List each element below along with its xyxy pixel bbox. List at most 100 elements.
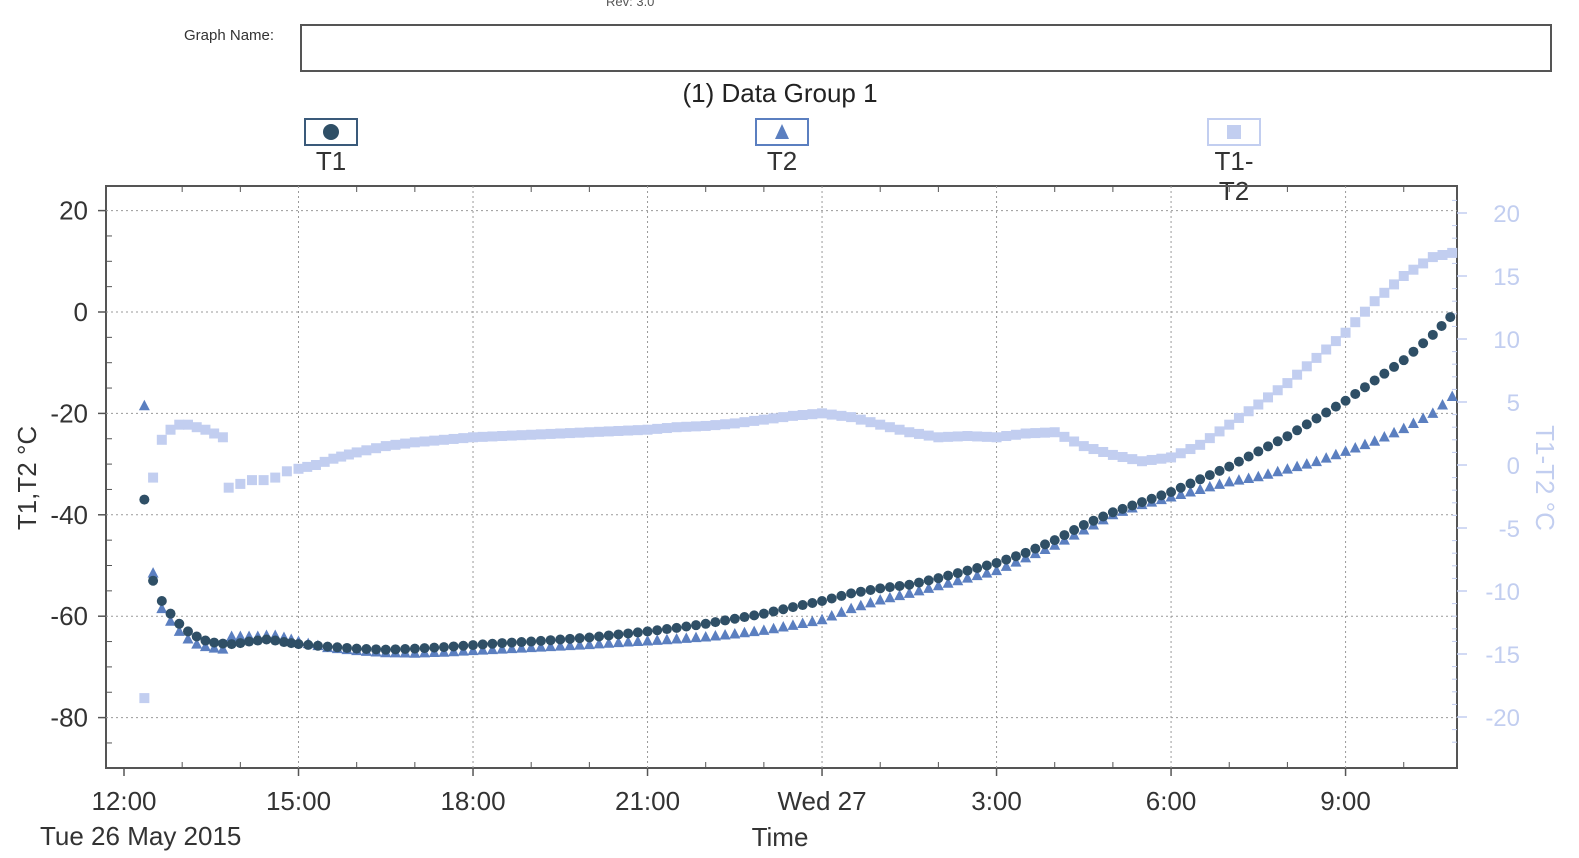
data-point-t1-t2 bbox=[758, 414, 769, 425]
data-point-t2 bbox=[651, 634, 663, 645]
data-point-t2 bbox=[182, 633, 194, 644]
data-point-t2 bbox=[642, 635, 654, 646]
legend-item-t1[interactable]: T1 bbox=[301, 118, 361, 176]
data-point-t1 bbox=[1049, 535, 1060, 546]
data-point-t1 bbox=[904, 579, 915, 590]
data-point-t1 bbox=[1030, 543, 1041, 554]
data-point-t1 bbox=[681, 621, 692, 632]
data-point-t1 bbox=[419, 643, 430, 654]
data-point-t1-t2 bbox=[281, 466, 292, 477]
data-point-t1 bbox=[1282, 431, 1293, 442]
data-point-t1 bbox=[1185, 478, 1196, 489]
data-point-t2 bbox=[894, 589, 906, 601]
data-point-t1-t2 bbox=[865, 417, 876, 428]
data-point-t1-t2 bbox=[923, 430, 934, 441]
data-point-t1-t2 bbox=[691, 421, 702, 432]
data-point-t1-t2 bbox=[826, 409, 837, 420]
y2-tick-label: -5 bbox=[1499, 516, 1520, 543]
data-point-t1-t2 bbox=[1437, 250, 1448, 260]
data-point-t1-t2 bbox=[787, 410, 798, 421]
data-point-t1 bbox=[1301, 419, 1312, 430]
data-point-t1-t2 bbox=[506, 430, 517, 441]
data-point-t1 bbox=[875, 583, 886, 594]
data-point-t2 bbox=[738, 626, 750, 638]
series-t1 bbox=[139, 312, 1456, 655]
data-point-t2 bbox=[554, 640, 566, 651]
data-point-t1 bbox=[1436, 320, 1447, 331]
graph-name-field[interactable] bbox=[300, 24, 1552, 72]
data-point-t1 bbox=[545, 635, 556, 646]
data-point-t2 bbox=[835, 606, 847, 617]
data-point-t1 bbox=[1001, 554, 1012, 565]
data-point-t1 bbox=[526, 636, 537, 647]
data-point-t1-t2 bbox=[1398, 271, 1409, 281]
data-point-t1-t2 bbox=[594, 426, 605, 437]
x-tick-label: 15:00 bbox=[266, 786, 331, 816]
data-point-t2 bbox=[690, 631, 702, 643]
data-point-t1-t2 bbox=[1233, 412, 1244, 423]
data-point-t1 bbox=[209, 637, 220, 648]
legend-item-t2[interactable]: T2 bbox=[752, 118, 812, 176]
data-point-t1-t2 bbox=[1330, 336, 1341, 347]
data-point-t2 bbox=[816, 613, 828, 625]
data-point-t1 bbox=[322, 641, 333, 652]
data-point-t2 bbox=[147, 567, 159, 578]
data-point-t1 bbox=[400, 643, 411, 654]
data-point-t2 bbox=[680, 632, 692, 643]
data-point-t2 bbox=[700, 630, 712, 642]
data-point-t2 bbox=[719, 628, 731, 640]
data-point-t1-t2 bbox=[1030, 428, 1041, 439]
data-point-t1-t2 bbox=[351, 447, 362, 458]
data-point-t1-t2 bbox=[223, 482, 234, 493]
data-point-t1 bbox=[555, 634, 566, 645]
data-point-t2 bbox=[806, 615, 818, 627]
data-point-t2 bbox=[1301, 458, 1313, 469]
y-tick-label: 0 bbox=[74, 297, 88, 327]
data-point-t1-t2 bbox=[603, 426, 614, 437]
data-point-t1 bbox=[1369, 375, 1380, 386]
data-point-t1 bbox=[1243, 451, 1254, 462]
data-point-t1 bbox=[933, 573, 944, 584]
data-point-t1-t2 bbox=[894, 424, 905, 435]
data-point-t1-t2 bbox=[1359, 306, 1370, 317]
data-point-t1 bbox=[981, 560, 992, 571]
legend-label-t1-t2: T1-T2 bbox=[1214, 146, 1254, 206]
data-point-t2 bbox=[1281, 463, 1293, 474]
legend-label-t2: T2 bbox=[766, 146, 798, 176]
data-point-t1-t2 bbox=[477, 431, 488, 442]
data-point-t2 bbox=[1398, 422, 1410, 434]
data-point-t1 bbox=[1195, 474, 1206, 485]
data-point-t2 bbox=[574, 639, 586, 650]
data-point-t1 bbox=[1389, 361, 1400, 372]
data-point-t2 bbox=[709, 629, 721, 641]
data-point-t2 bbox=[1388, 426, 1400, 438]
data-point-t1 bbox=[826, 593, 837, 604]
data-point-t1 bbox=[1224, 461, 1235, 472]
data-point-t1 bbox=[1146, 493, 1157, 504]
data-point-t1 bbox=[409, 643, 420, 654]
data-point-t1 bbox=[768, 606, 779, 617]
data-point-t2 bbox=[981, 567, 993, 578]
data-point-t1-t2 bbox=[1049, 427, 1060, 438]
data-point-t1-t2 bbox=[1214, 426, 1225, 437]
data-point-t1-t2 bbox=[217, 432, 228, 443]
data-point-t1 bbox=[380, 644, 391, 655]
data-point-t1 bbox=[952, 568, 963, 579]
data-point-t2 bbox=[1417, 412, 1429, 423]
data-point-t2 bbox=[1184, 485, 1196, 497]
data-point-t1-t2 bbox=[836, 410, 847, 421]
data-point-t1 bbox=[458, 640, 469, 651]
data-point-t1-t2 bbox=[700, 420, 711, 431]
data-point-t1-t2 bbox=[390, 439, 401, 450]
data-point-t2 bbox=[138, 399, 150, 411]
data-point-t1-t2 bbox=[1243, 406, 1254, 417]
data-point-t1-t2 bbox=[584, 427, 595, 438]
data-point-t1 bbox=[1292, 425, 1303, 436]
data-point-t1-t2 bbox=[270, 472, 281, 483]
data-point-t1 bbox=[1263, 441, 1274, 452]
legend-item-t1-t2[interactable]: T1-T2 bbox=[1202, 118, 1266, 206]
data-point-t1-t2 bbox=[497, 431, 508, 442]
data-point-t1-t2 bbox=[564, 428, 575, 439]
data-point-t2 bbox=[234, 630, 246, 641]
data-point-t2 bbox=[952, 574, 964, 586]
